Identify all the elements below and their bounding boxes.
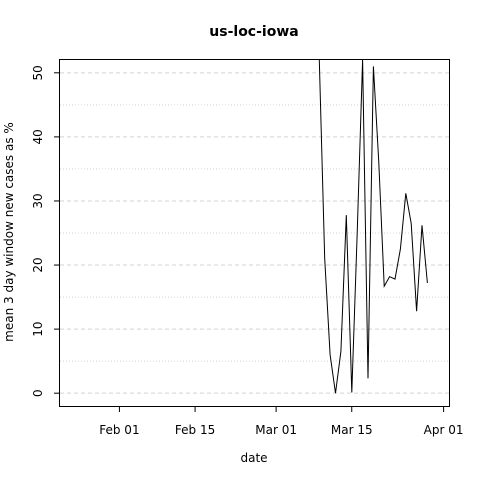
x-tick-label: Feb 01 — [99, 423, 139, 437]
y-tick-label: 40 — [31, 129, 45, 144]
x-tick-label: Feb 15 — [175, 423, 215, 437]
x-tick-label: Mar 01 — [255, 423, 297, 437]
x-tick-label: Mar 15 — [331, 423, 373, 437]
x-axis-label: date — [240, 451, 267, 465]
y-tick-label: 0 — [31, 389, 45, 397]
y-tick-label: 20 — [31, 257, 45, 272]
y-axis: 0 10 20 30 40 50 — [31, 65, 60, 397]
y-tick-label: 10 — [31, 321, 45, 336]
chart-title: us-loc-iowa — [209, 24, 298, 40]
x-axis: Feb 01 Feb 15 Mar 01 Mar 15 Apr 01 — [99, 406, 463, 437]
y-tick-label: 50 — [31, 65, 45, 80]
x-tick-label: Apr 01 — [424, 423, 464, 437]
y-axis-label: mean 3 day window new cases as % — [2, 122, 16, 342]
grid-lines — [60, 73, 449, 393]
y-tick-label: 30 — [31, 193, 45, 208]
series-line — [319, 60, 427, 393]
